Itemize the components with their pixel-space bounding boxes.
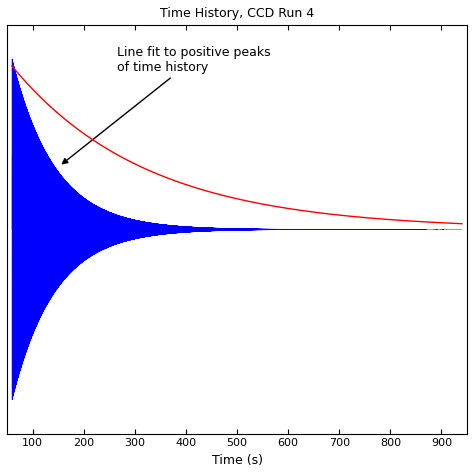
Title: Time History, CCD Run 4: Time History, CCD Run 4 [160, 7, 314, 20]
X-axis label: Time (s): Time (s) [211, 454, 263, 467]
Text: Line fit to positive peaks
of time history: Line fit to positive peaks of time histo… [63, 46, 271, 164]
